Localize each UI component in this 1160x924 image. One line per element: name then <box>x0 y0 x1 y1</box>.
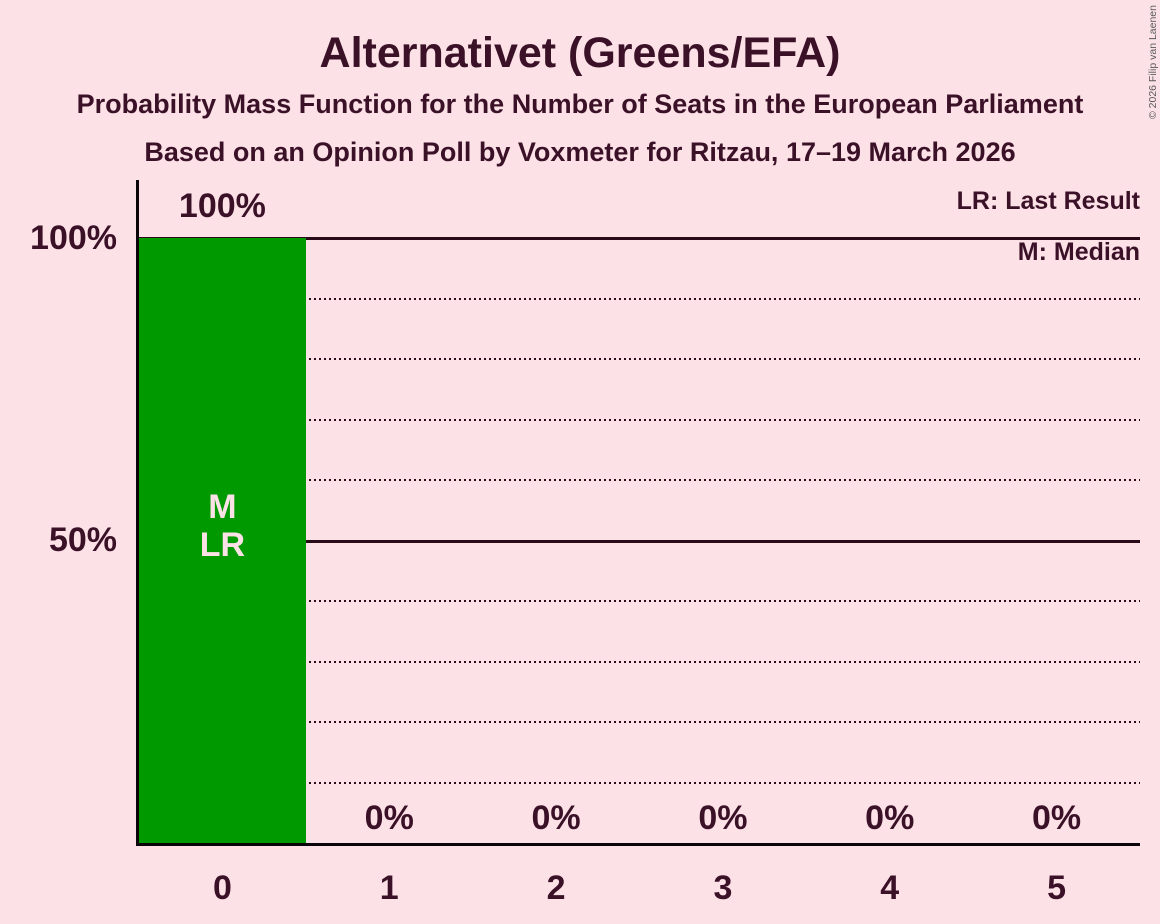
bar-value-label-1: 0% <box>364 799 414 837</box>
y-axis-line <box>136 180 139 846</box>
y-tick-label-100pct: 100% <box>30 218 117 257</box>
gridline-80pct <box>139 358 1140 360</box>
x-axis-line <box>136 843 1140 846</box>
y-tick-label-50pct: 50% <box>48 521 117 559</box>
gridline-40pct <box>139 600 1140 602</box>
x-tick-label-4: 4 <box>880 869 900 907</box>
chart-title: Alternativet (Greens/EFA) <box>319 29 841 77</box>
x-tick-label-1: 1 <box>379 869 399 907</box>
bar-value-label-2: 0% <box>531 799 581 837</box>
bar-value-label-5: 0% <box>1032 799 1082 837</box>
gridline-10pct <box>139 781 1140 784</box>
chart-subtitle: Probability Mass Function for the Number… <box>76 89 1084 119</box>
legend-median: M: Median <box>1017 238 1140 266</box>
bar-seat-0 <box>139 238 306 843</box>
x-tick-label-5: 5 <box>1047 869 1067 907</box>
legend-last-result: LR: Last Result <box>956 187 1140 215</box>
x-tick-label-0: 0 <box>212 869 232 907</box>
x-tick-label-3: 3 <box>713 869 733 907</box>
gridline-60pct <box>139 479 1140 481</box>
bar-value-label-4: 0% <box>865 799 915 837</box>
bar-value-label-0: 100% <box>178 187 266 225</box>
gridline-50pct <box>139 539 1140 543</box>
gridline-20pct <box>139 721 1140 723</box>
gridline-90pct <box>139 297 1140 300</box>
bar-annotation-0: M LR <box>199 488 246 564</box>
gridline-70pct <box>139 418 1140 421</box>
chart-source-line: Based on an Opinion Poll by Voxmeter for… <box>144 137 1016 167</box>
gridline-100pct <box>139 237 1140 240</box>
bar-value-label-3: 0% <box>698 799 748 837</box>
plot-area: 100% 0 M LR 0% 1 0% 2 0% 3 0% 4 0% 5 <box>136 180 1140 907</box>
copyright-notice: © 2026 Filip van Laenen <box>1147 5 1159 119</box>
x-tick-label-2: 2 <box>546 869 566 907</box>
gridline-30pct <box>139 660 1140 663</box>
